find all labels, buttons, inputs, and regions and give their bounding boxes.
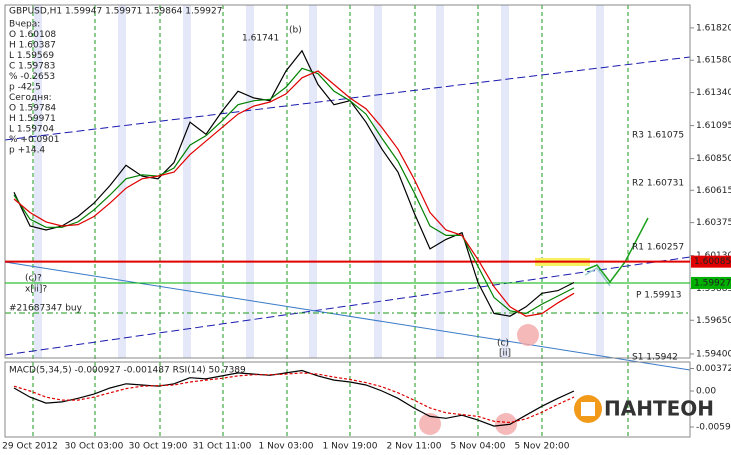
- y-tick-label: 1.59885: [696, 284, 731, 294]
- main-frame: [4, 4, 691, 359]
- x-tick-label: 30 Oct 03:00: [65, 442, 124, 452]
- y-tick-label: 0.003725: [696, 364, 731, 374]
- logo-text: ПАНТЕОН: [604, 397, 714, 421]
- annotation: (c): [497, 339, 509, 349]
- annotation: [ii]: [499, 349, 511, 359]
- price-label: 1.59927: [694, 278, 731, 288]
- annotation: 1.61741: [242, 34, 279, 44]
- info-line: C 1.59783: [9, 62, 55, 72]
- header-title: GBPUSD,H1 1.59947 1.59971 1.59864 1.5992…: [9, 7, 222, 17]
- annotation: (c)?: [25, 274, 42, 284]
- pivot-label: R3 1.61075: [632, 131, 684, 141]
- x-tick-label: 31 Oct 11:00: [193, 442, 252, 452]
- series-line: [13, 67, 575, 315]
- series-line: [13, 70, 575, 317]
- trend-lines: [4, 56, 691, 371]
- series-line: [13, 49, 575, 317]
- bands: [34, 5, 604, 358]
- y-tick-label: 1.60375: [696, 218, 731, 228]
- x-tick-label: 30 Oct 19:00: [129, 442, 188, 452]
- y-tick-label: 1.60850: [696, 154, 731, 164]
- annotation: #21687347 buy: [9, 304, 83, 314]
- y-tick-label: 1.59400: [696, 349, 731, 359]
- info-line: % +0.0901: [9, 135, 59, 145]
- logo: ПАНТЕОН: [574, 395, 714, 423]
- x-tick-label: 2 Nov 11:00: [387, 442, 442, 452]
- x-tick-label: 1 Nov 19:00: [323, 442, 378, 452]
- x-tick-label: 5 Nov 04:00: [451, 442, 506, 452]
- y-tick-label: 1.61820: [696, 23, 731, 33]
- price-label: 1.60085: [694, 257, 731, 267]
- price-box: [691, 255, 731, 268]
- sub-title: MACD(5,34,5) -0.000927 -0.001487 RSI(14)…: [9, 366, 246, 376]
- x-tick-label: 1 Nov 03:00: [259, 442, 314, 452]
- y-tick-label: 1.61580: [696, 56, 731, 66]
- info-line: H 1.59971: [9, 114, 56, 124]
- series-line: [13, 372, 575, 424]
- series-line: [13, 369, 575, 427]
- pivot-label: S1 1.5942: [632, 353, 678, 363]
- info-line: O 1.59784: [9, 104, 56, 114]
- info-line: Сегодня:: [9, 93, 52, 103]
- y-tick-label: -0.00595: [696, 423, 731, 433]
- info-line: L 1.59704: [9, 125, 54, 135]
- info-line: p -42.5: [9, 83, 41, 93]
- y-tick-label: 0.00: [696, 387, 716, 397]
- x-tick-label: 5 Nov 20:00: [515, 442, 570, 452]
- y-tick-label: 1.59650: [696, 316, 731, 326]
- info-line: O 1.60108: [9, 30, 56, 40]
- price-box: [691, 276, 731, 289]
- y-tick-label: 1.61340: [696, 88, 731, 98]
- y-tick-label: 1.60615: [696, 186, 731, 196]
- highlights: [419, 324, 539, 435]
- x-tick-label: 29 Oct 2012: [2, 442, 58, 452]
- info-line: p +14.4: [9, 146, 45, 156]
- pivot-label: P 1.59913: [636, 291, 682, 301]
- annotation: (b): [289, 26, 302, 36]
- info-line: % -0.2653: [9, 72, 55, 82]
- separators: [32, 5, 629, 437]
- annotation: x[ii]?: [25, 285, 47, 295]
- info-line: L 1.59569: [9, 51, 54, 61]
- pivot-label: R1 1.60257: [632, 243, 684, 253]
- sub-frame: [4, 361, 691, 438]
- info-line: Вчера:: [9, 20, 40, 30]
- info-line: H 1.60387: [9, 41, 56, 51]
- y-tick-label: 1.61095: [696, 121, 731, 131]
- pivot-label: R2 1.60731: [632, 179, 684, 189]
